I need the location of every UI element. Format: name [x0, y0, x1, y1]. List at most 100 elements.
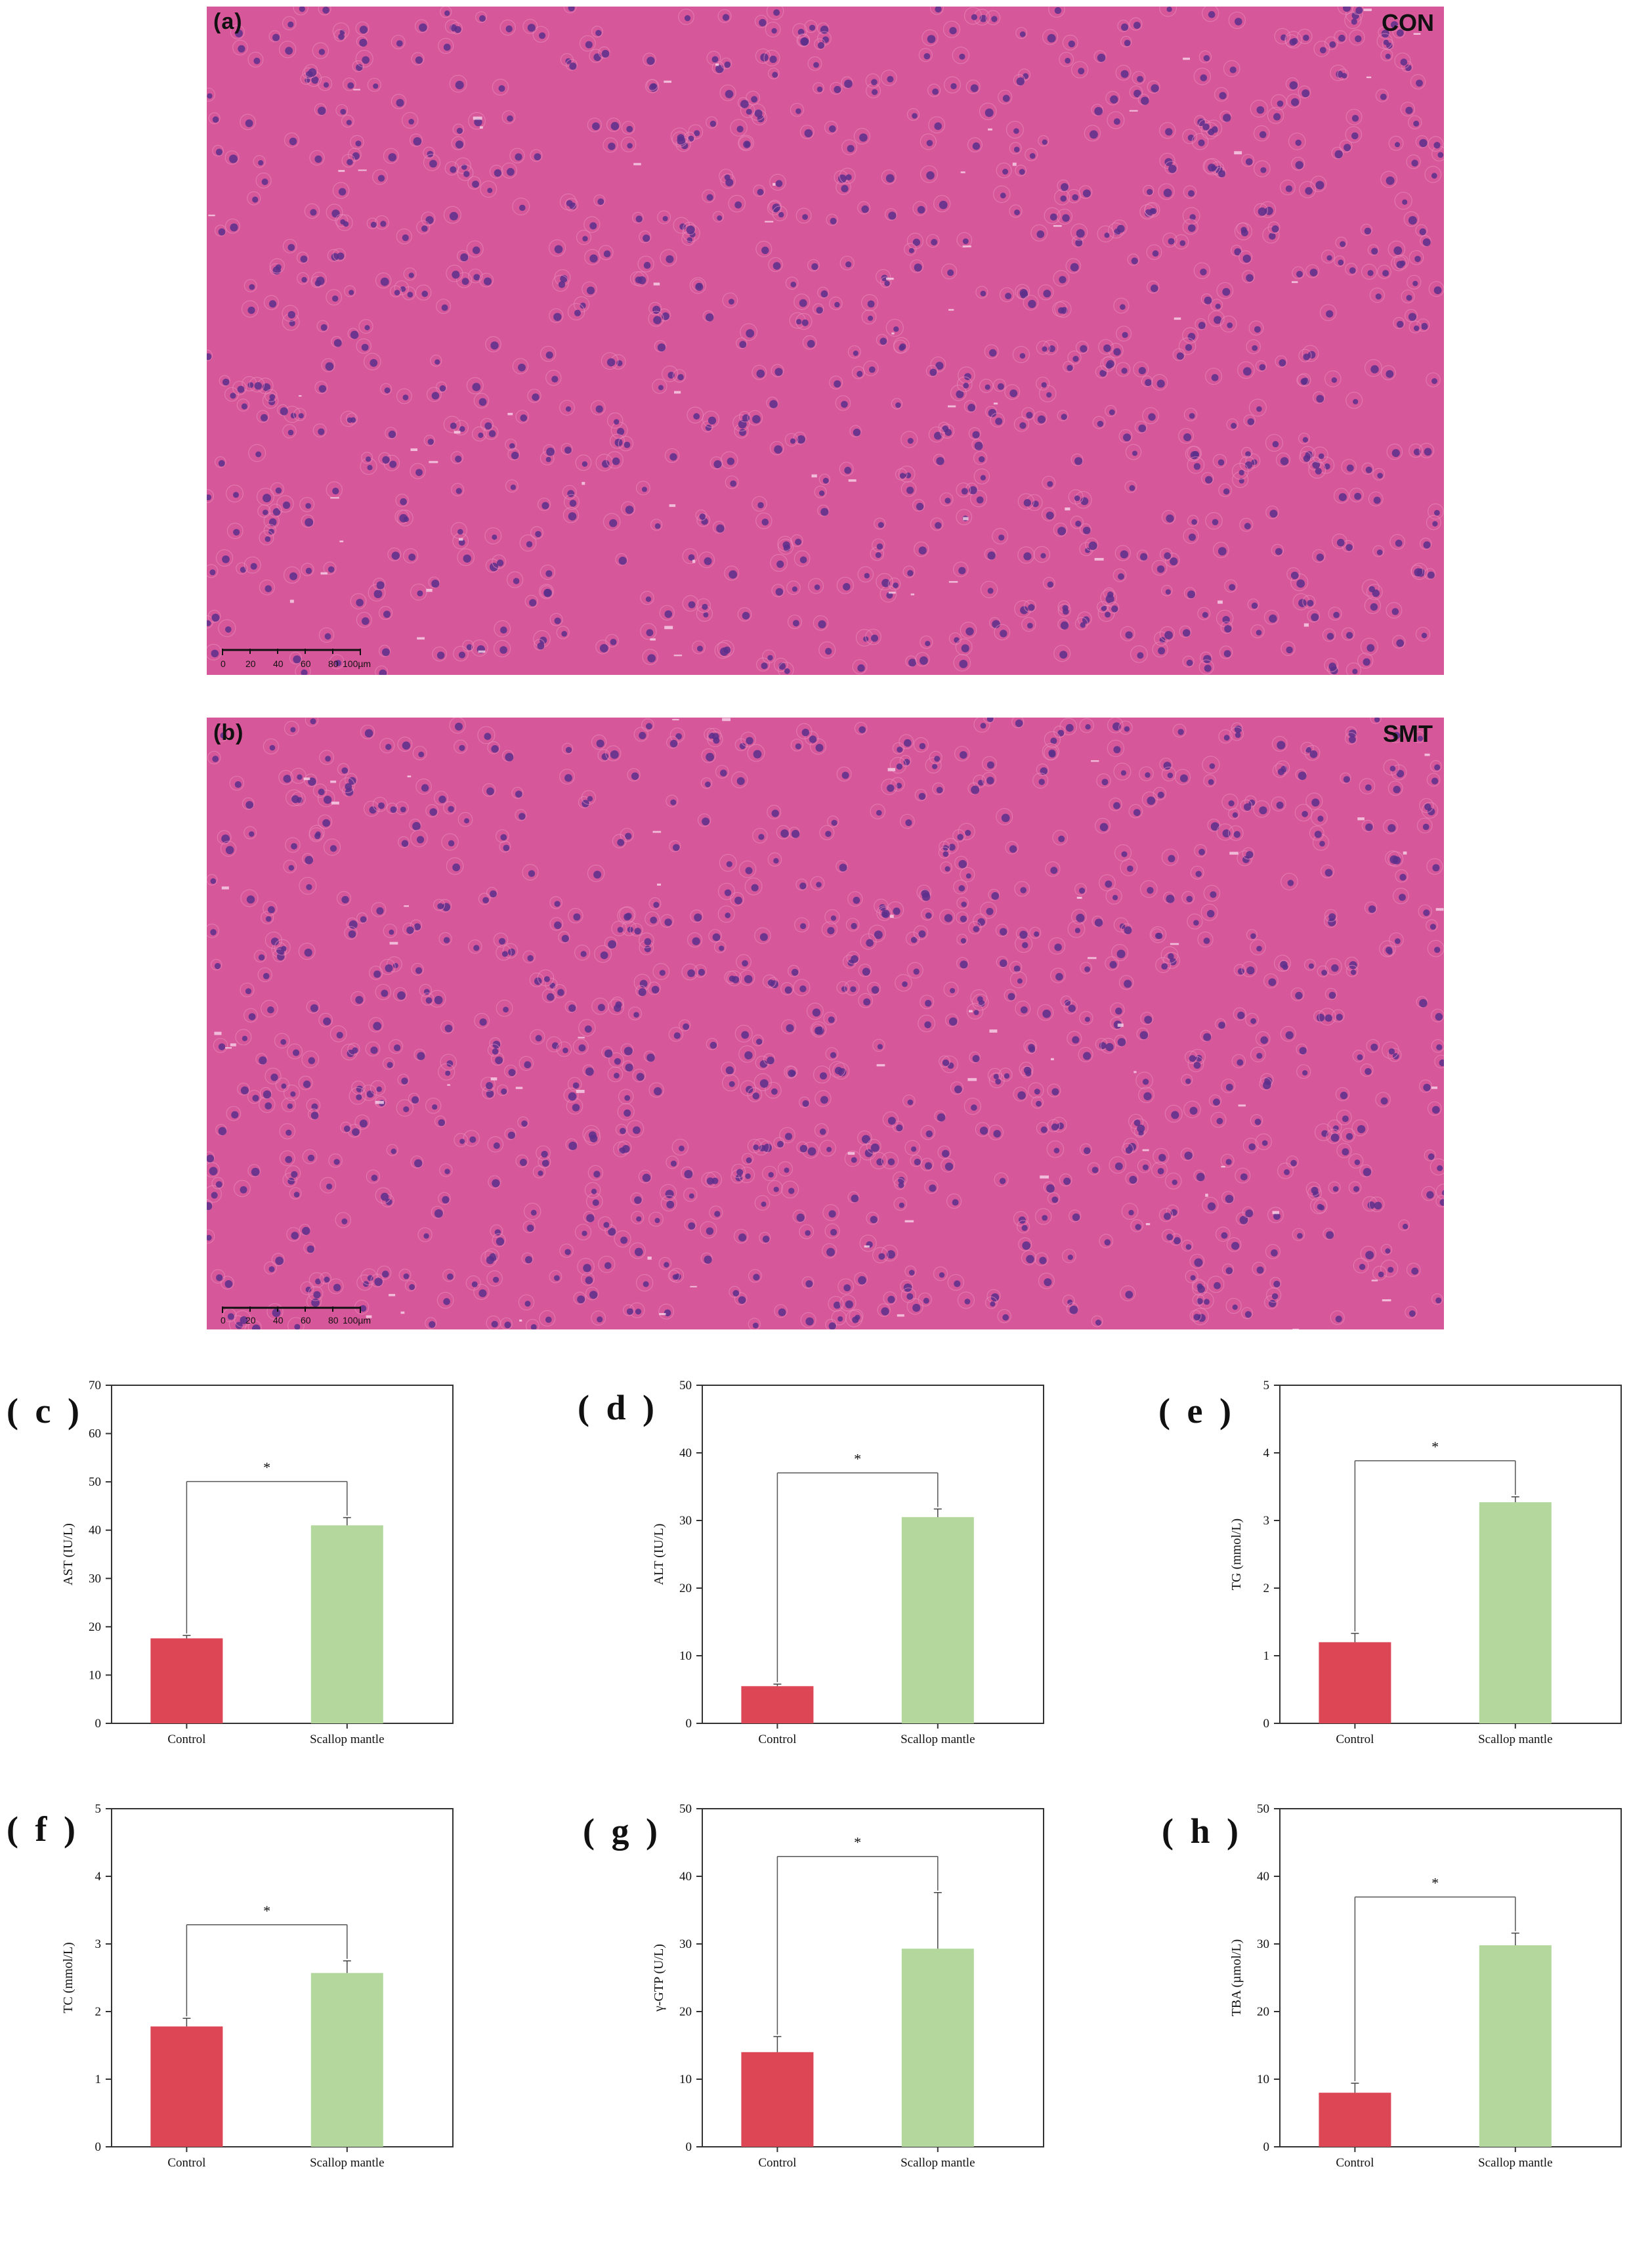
bar-control — [1319, 2092, 1391, 2147]
x-tick-label: Scallop mantle — [900, 2156, 975, 2170]
bar-scallop-mantle — [901, 1949, 974, 2147]
plot-frame — [702, 1808, 1044, 2147]
y-tick-label: 50 — [679, 1379, 692, 1392]
chart-tc: 0 1 2 3 4 5 TC (mmol/L) Control Scallop mantle * — [61, 1802, 454, 2170]
y-tick-label: 40 — [679, 1870, 692, 1884]
bar-control — [741, 2052, 814, 2147]
scale-tick-label: 100µm — [343, 1315, 371, 1326]
y-tick-label: 3 — [1263, 1514, 1270, 1528]
x-tick-label: Scallop mantle — [1478, 2156, 1552, 2170]
significance-marker: * — [263, 1903, 270, 1919]
plot-frame — [111, 1385, 454, 1724]
bar-control — [1319, 1642, 1391, 1723]
y-tick-label: 0 — [1263, 1717, 1270, 1731]
group-label-con: CON — [1382, 9, 1434, 36]
significance-marker: * — [1431, 1875, 1439, 1891]
x-tick-label: Scallop mantle — [310, 1733, 384, 1746]
y-tick-label: 50 — [679, 1802, 692, 1816]
scale-tick-label: 40 — [273, 1315, 284, 1326]
y-tick-label: 30 — [89, 1572, 101, 1585]
significance-marker: * — [263, 1459, 270, 1476]
x-tick-label: Control — [758, 1733, 796, 1746]
y-tick-label: 2 — [1263, 1582, 1270, 1595]
y-tick-label: 10 — [89, 1668, 101, 1682]
scale-tick-label: 80 — [328, 658, 339, 669]
panel-label-c: ( c ) — [7, 1391, 83, 1431]
y-tick-label: 2 — [95, 2005, 102, 2019]
y-tick-label: 70 — [89, 1379, 101, 1392]
x-tick-label: Control — [1336, 1733, 1374, 1746]
y-axis-label: TG (mmol/L) — [1229, 1519, 1244, 1590]
scale-bar-a — [222, 649, 361, 655]
significance-marker: * — [1431, 1438, 1439, 1455]
y-tick-label: 20 — [679, 2005, 692, 2019]
plot-frame — [702, 1385, 1044, 1724]
group-label-smt: SMT — [1383, 720, 1433, 747]
scale-tick-label: 0 — [221, 658, 226, 669]
bar-scallop-mantle — [1479, 1502, 1552, 1723]
y-tick-label: 5 — [1263, 1379, 1270, 1392]
y-tick-label: 4 — [95, 1870, 102, 1884]
y-tick-label: 10 — [679, 1649, 692, 1663]
y-tick-label: 5 — [95, 1802, 102, 1816]
micrograph-con — [207, 7, 1444, 675]
y-tick-label: 1 — [1263, 1649, 1270, 1663]
y-tick-label: 30 — [679, 1937, 692, 1951]
y-axis-label: ALT (IU/L) — [652, 1524, 666, 1585]
y-tick-label: 20 — [89, 1620, 101, 1634]
x-tick-label: Control — [167, 2156, 205, 2170]
scale-tick-label: 60 — [301, 658, 311, 669]
scale-tick-label: 100µm — [343, 658, 371, 669]
chart-alt: 0 10 20 30 40 50 ALT (IU/L) Control Scallop mant… — [652, 1379, 1044, 1746]
scale-tick-label: 80 — [328, 1315, 339, 1326]
y-axis-label: AST (IU/L) — [61, 1523, 75, 1585]
chart-tg: 0 1 2 3 4 5 TG (mmol/L) Control Scallop mantle * — [1229, 1379, 1622, 1746]
plot-frame — [1279, 1808, 1622, 2147]
chart-ggt: 0 10 20 30 40 50 γ-GTP (U/L) Control Scallop man… — [652, 1802, 1044, 2170]
y-tick-label: 4 — [1263, 1446, 1270, 1460]
panel-label-h: ( h ) — [1162, 1811, 1242, 1851]
y-tick-label: 10 — [1257, 2073, 1269, 2086]
y-tick-label: 30 — [1257, 1937, 1269, 1951]
significance-marker: * — [854, 1450, 861, 1467]
significance-marker: * — [854, 1834, 861, 1851]
x-tick-label: Control — [167, 1733, 205, 1746]
x-tick-label: Control — [1336, 2156, 1374, 2170]
liver-tissue-texture — [207, 718, 1444, 1329]
y-tick-label: 0 — [686, 1717, 692, 1731]
y-tick-label: 40 — [89, 1524, 101, 1538]
scale-tick-label: 0 — [221, 1315, 226, 1326]
panel-label-b: (b) — [213, 720, 244, 745]
x-tick-label: Scallop mantle — [900, 1733, 975, 1746]
y-axis-label: TBA (µmol/L) — [1229, 1939, 1244, 2017]
panel-label-d: ( d ) — [578, 1388, 658, 1427]
y-tick-label: 60 — [89, 1427, 101, 1441]
chart-ast: 0 10 20 30 40 50 60 70 AST (IU/L) Control Scallop … — [61, 1379, 454, 1746]
bar-control — [150, 2026, 223, 2147]
chart-tba: 0 10 20 30 40 50 TBA (µmol/L) Control Scallop ma… — [1229, 1802, 1622, 2170]
scale-tick-label: 20 — [245, 658, 256, 669]
scale-tick-label: 20 — [245, 1315, 256, 1326]
x-tick-label: Scallop mantle — [310, 2156, 384, 2170]
y-tick-label: 20 — [679, 1582, 692, 1595]
scale-bar-b — [222, 1306, 361, 1313]
y-tick-label: 20 — [1257, 2005, 1269, 2019]
bar-scallop-mantle — [1479, 1945, 1552, 2147]
panel-label-f: ( f ) — [7, 1809, 79, 1849]
y-tick-label: 0 — [95, 1717, 102, 1731]
y-tick-label: 50 — [89, 1475, 101, 1489]
y-tick-label: 30 — [679, 1514, 692, 1528]
scale-tick-label: 40 — [273, 658, 284, 669]
y-axis-label: γ-GTP (U/L) — [652, 1944, 666, 2012]
y-tick-label: 3 — [95, 1937, 102, 1951]
y-tick-label: 10 — [679, 2073, 692, 2086]
panel-label-e: ( e ) — [1158, 1391, 1235, 1431]
bar-scallop-mantle — [901, 1517, 974, 1723]
x-tick-label: Scallop mantle — [1478, 1733, 1552, 1746]
panel-label-g: ( g ) — [583, 1811, 662, 1851]
y-tick-label: 50 — [1257, 1802, 1269, 1816]
panel-label-a: (a) — [213, 9, 243, 34]
y-tick-label: 0 — [95, 2140, 102, 2154]
y-tick-label: 40 — [679, 1446, 692, 1460]
bar-scallop-mantle — [310, 1973, 383, 2147]
